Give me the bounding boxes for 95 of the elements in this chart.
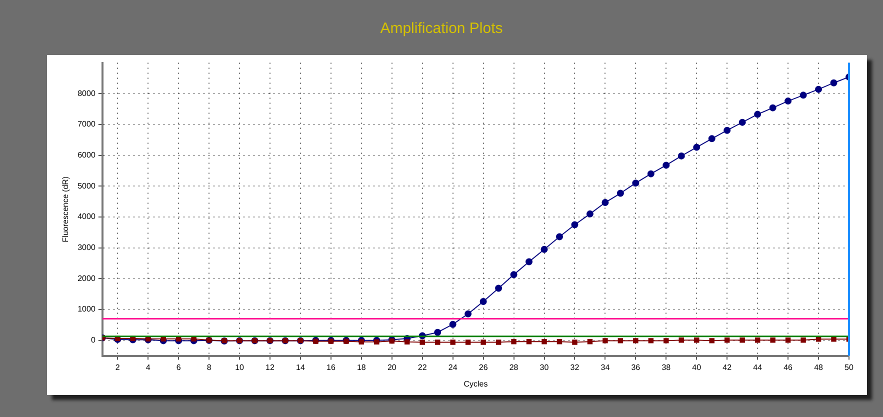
point [434,328,442,336]
point [480,298,487,306]
x-axis-title: Cycles [464,379,488,388]
point [770,337,776,343]
y-tick-label: 7000 [78,120,96,129]
point [754,337,760,343]
point [449,320,456,328]
point [784,98,792,105]
point [404,339,410,345]
x-tick-label: 6 [176,362,182,372]
x-tick-label: 32 [570,362,580,372]
point [542,338,547,344]
point [694,337,700,343]
x-tick-label: 8 [206,362,212,372]
point [709,338,714,344]
x-tick-label: 24 [448,362,458,372]
x-tick-label: 22 [418,362,428,372]
point [740,337,745,343]
point [420,340,425,345]
point [571,221,578,228]
x-tick-label: 34 [600,362,610,372]
point [587,338,593,344]
x-tick-label: 26 [478,362,488,372]
x-tick-label: 46 [784,362,794,372]
y-axis-title: Fluorescence (dR) [61,176,70,242]
x-tick-label: 30 [540,362,550,372]
y-tick-label: 5000 [78,181,96,190]
point [678,152,685,160]
point [618,338,624,344]
point [724,126,731,134]
x-tick-label: 16 [326,362,336,372]
point [678,337,684,343]
point [602,199,609,206]
point [434,340,440,345]
point [450,340,456,345]
x-tick-label: 20 [387,362,397,372]
point [572,340,578,345]
point [602,338,608,344]
point [662,162,670,169]
chart-title: Amplification Plots [379,20,504,37]
point [633,338,638,344]
y-tick-label: 3000 [78,243,96,252]
point [800,337,806,343]
x-tick-label: 14 [296,362,306,372]
x-tick-label: 44 [753,362,763,372]
point [511,338,516,344]
x-tick-label: 4 [146,362,151,372]
y-tick-label: 4000 [78,212,96,222]
point [830,79,838,86]
point [754,110,762,118]
x-tick-label: 18 [356,362,366,372]
point [465,340,471,345]
point [510,271,518,278]
y-tick-label: 8000 [78,88,96,98]
y-tick-label: 6000 [78,150,96,160]
point [693,144,700,151]
y-tick-label: 0 [90,336,96,345]
point [495,284,502,292]
point [526,258,533,266]
x-tick-label: 48 [814,362,824,372]
point [556,338,562,344]
point [586,210,594,218]
point [831,336,836,342]
point [769,104,776,112]
point [616,190,624,197]
point [785,337,791,343]
point [815,86,822,93]
point [526,338,532,344]
x-tick-label: 42 [722,362,732,372]
x-tick-label: 10 [235,362,245,372]
point [647,170,654,178]
point [724,337,730,343]
point [648,338,654,344]
point [708,135,716,142]
y-tick-label: 2000 [78,274,96,283]
point [496,340,502,345]
x-tick-label: 2 [115,362,120,372]
x-tick-label: 50 [844,362,854,372]
point [480,340,486,345]
x-tick-label: 12 [266,362,275,372]
point [556,233,563,240]
point [800,92,807,99]
x-tick-label: 40 [692,362,702,372]
point [540,246,548,253]
x-tick-label: 38 [662,362,672,372]
point [464,310,472,318]
point [374,339,380,345]
point [632,180,640,187]
point [816,336,822,342]
x-tick-label: 28 [509,362,519,372]
point [358,339,364,345]
point [664,338,669,344]
x-tick-label: 36 [631,362,641,372]
y-tick-label: 1000 [78,304,96,314]
point [738,118,746,126]
